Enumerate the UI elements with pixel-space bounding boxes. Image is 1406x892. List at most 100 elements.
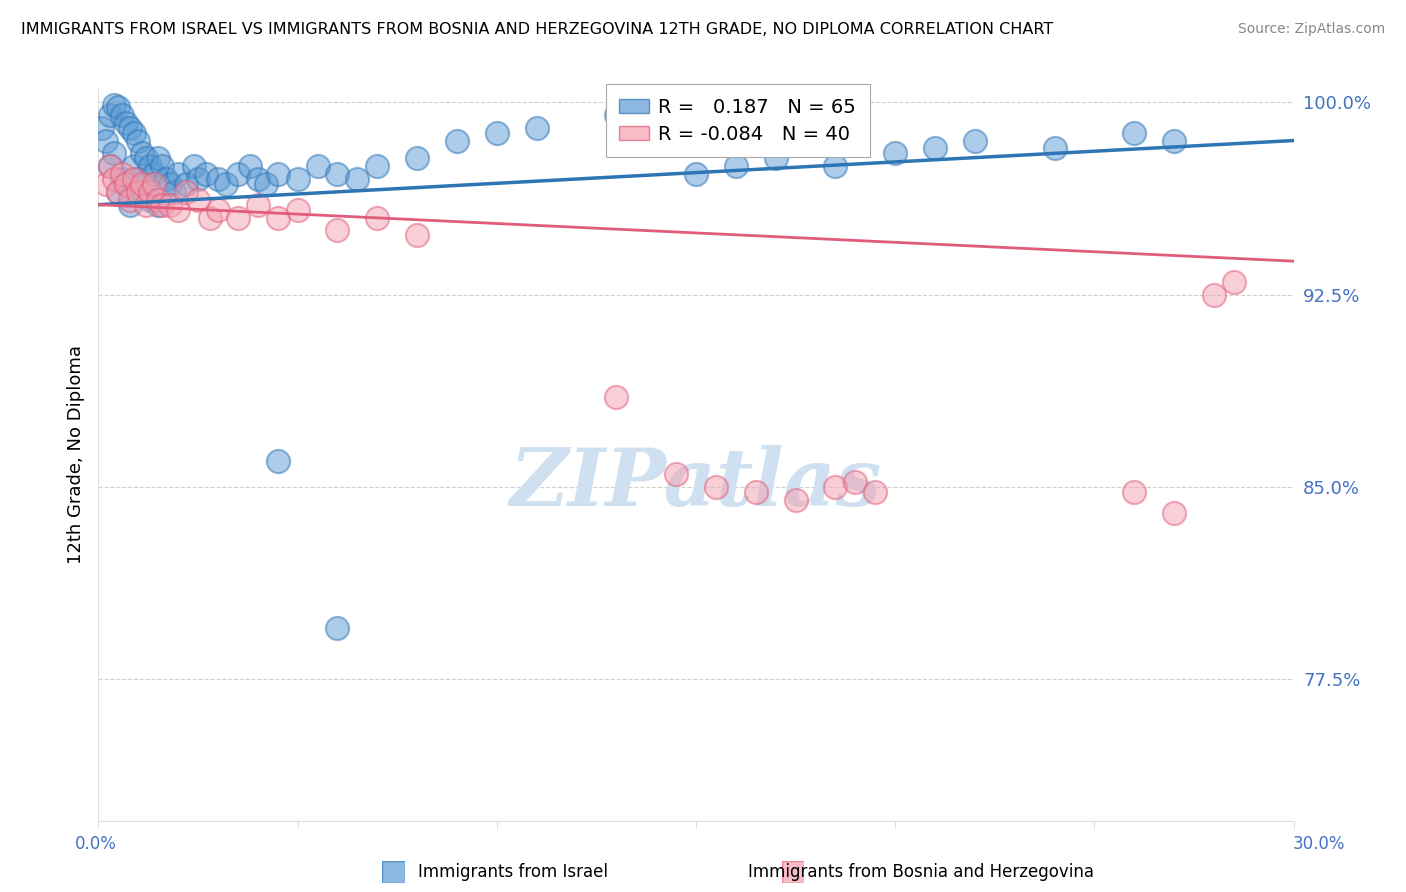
Point — [1163, 506, 1185, 520]
Point — [127, 134, 149, 148]
Point — [155, 172, 177, 186]
Point — [326, 167, 349, 181]
Point — [745, 485, 768, 500]
Point — [111, 108, 134, 122]
Point — [239, 159, 262, 173]
Text: Immigrants from Israel: Immigrants from Israel — [418, 863, 609, 881]
Point — [1123, 485, 1146, 500]
Point — [150, 197, 173, 211]
Point — [139, 193, 162, 207]
Point — [226, 211, 249, 225]
Point — [139, 185, 162, 199]
Point — [326, 223, 349, 237]
Point — [865, 485, 887, 500]
Point — [107, 100, 129, 114]
Point — [1163, 134, 1185, 148]
Point — [167, 167, 190, 181]
Point — [98, 159, 122, 173]
Legend: R =   0.187   N = 65, R = -0.084   N = 40: R = 0.187 N = 65, R = -0.084 N = 40 — [606, 84, 870, 157]
Point — [485, 126, 508, 140]
Point — [446, 134, 468, 148]
Point — [824, 480, 846, 494]
Point — [346, 172, 368, 186]
Point — [704, 480, 727, 494]
Point — [207, 172, 229, 186]
Point — [131, 146, 153, 161]
Point — [131, 185, 153, 199]
Point — [207, 202, 229, 217]
Point — [127, 172, 149, 186]
Point — [246, 172, 269, 186]
Point — [215, 177, 238, 191]
Point — [526, 120, 548, 135]
Point — [115, 177, 138, 191]
Point — [135, 152, 157, 166]
Point — [159, 177, 181, 191]
Point — [107, 185, 129, 199]
Point — [148, 152, 170, 166]
Point — [267, 454, 290, 468]
Point — [174, 185, 197, 199]
Point — [765, 152, 787, 166]
Point — [103, 146, 125, 161]
Point — [287, 202, 309, 217]
Point — [150, 159, 173, 173]
Point — [98, 159, 122, 173]
Point — [91, 120, 114, 135]
Point — [107, 185, 129, 199]
Point — [96, 134, 118, 148]
Point — [406, 228, 429, 243]
Point — [226, 167, 249, 181]
Point — [115, 177, 138, 191]
Point — [111, 167, 134, 181]
Point — [198, 211, 221, 225]
Point — [127, 185, 149, 199]
Point — [254, 177, 277, 191]
Point — [120, 197, 142, 211]
Point — [111, 172, 134, 186]
Text: ZIPatlas: ZIPatlas — [510, 445, 882, 523]
Point — [326, 621, 349, 635]
Point — [167, 202, 190, 217]
Point — [1223, 275, 1246, 289]
Point — [724, 159, 747, 173]
Point — [267, 167, 290, 181]
Text: IMMIGRANTS FROM ISRAEL VS IMMIGRANTS FROM BOSNIA AND HERZEGOVINA 12TH GRADE, NO : IMMIGRANTS FROM ISRAEL VS IMMIGRANTS FRO… — [21, 22, 1053, 37]
Point — [115, 115, 138, 129]
Point — [785, 492, 807, 507]
Point — [605, 390, 627, 404]
Point — [163, 185, 186, 199]
Point — [844, 475, 866, 489]
Point — [963, 134, 986, 148]
Point — [135, 177, 157, 191]
Point — [605, 108, 627, 122]
Point — [406, 152, 429, 166]
Point — [124, 172, 146, 186]
Point — [267, 211, 290, 225]
Text: 0.0%: 0.0% — [75, 835, 117, 853]
Point — [120, 120, 142, 135]
Text: Immigrants from Bosnia and Herzegovina: Immigrants from Bosnia and Herzegovina — [748, 863, 1094, 881]
Point — [307, 159, 329, 173]
Point — [159, 197, 181, 211]
Point — [148, 197, 170, 211]
Point — [366, 159, 388, 173]
Point — [124, 159, 146, 173]
Text: Source: ZipAtlas.com: Source: ZipAtlas.com — [1237, 22, 1385, 37]
Text: 30.0%: 30.0% — [1292, 835, 1346, 853]
Point — [1202, 287, 1225, 301]
Point — [685, 167, 707, 181]
Point — [924, 141, 946, 155]
Point — [366, 211, 388, 225]
Point — [96, 177, 118, 191]
Point — [824, 159, 846, 173]
Point — [139, 159, 162, 173]
Y-axis label: 12th Grade, No Diploma: 12th Grade, No Diploma — [66, 345, 84, 565]
Point — [143, 177, 166, 191]
Point — [148, 193, 170, 207]
Point — [1043, 141, 1066, 155]
Point — [1123, 126, 1146, 140]
Point — [135, 197, 157, 211]
Point — [665, 467, 688, 482]
Point — [884, 146, 907, 161]
